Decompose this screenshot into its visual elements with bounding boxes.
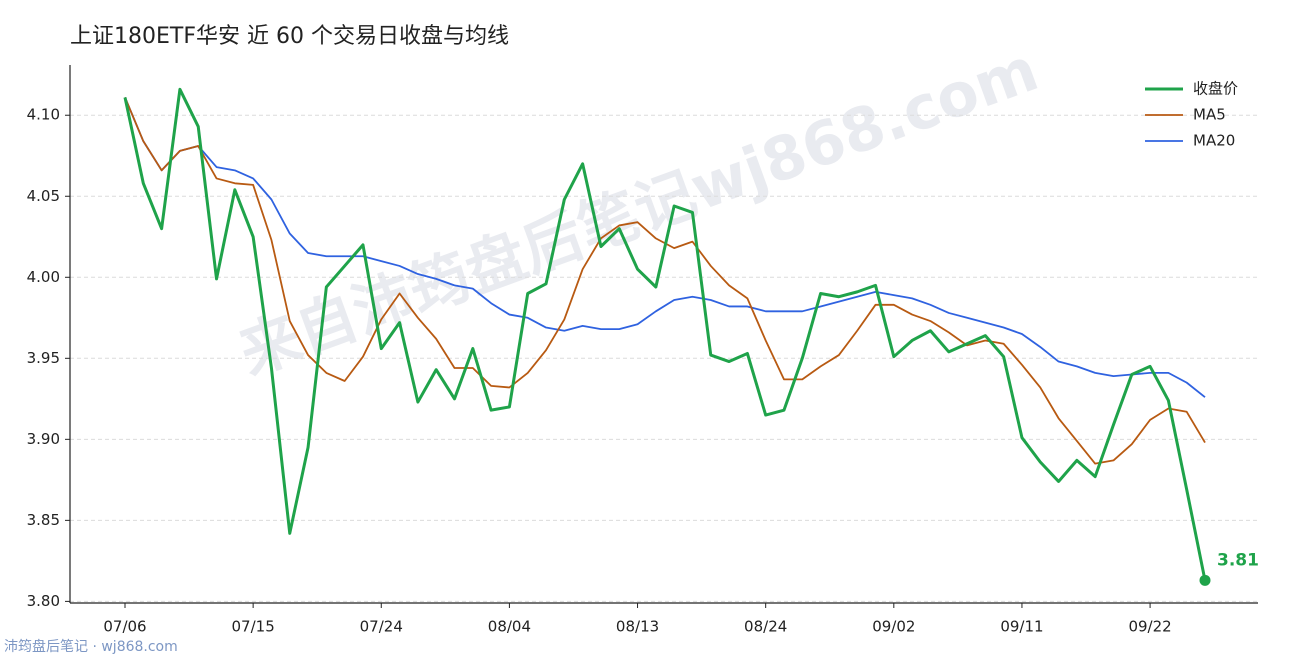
x-tick-label: 08/13 xyxy=(616,618,659,636)
y-tick-label: 3.80 xyxy=(27,592,60,610)
legend-label: 收盘价 xyxy=(1193,80,1238,98)
x-tick-label: 07/24 xyxy=(360,618,403,636)
end-point xyxy=(1199,574,1211,586)
y-tick-label: 3.95 xyxy=(27,349,60,367)
chart-title: 上证180ETF华安 近 60 个交易日收盘与均线 xyxy=(70,24,509,49)
y-tick-label: 3.90 xyxy=(27,430,60,448)
x-tick-label: 09/22 xyxy=(1128,618,1171,636)
line-series xyxy=(123,87,1207,581)
x-tick-label: 08/24 xyxy=(744,618,787,636)
x-tick-label: 09/11 xyxy=(1000,618,1043,636)
value-label: 3.81 xyxy=(1217,550,1259,570)
footer: 沛筠盘后笔记 · wj868.com xyxy=(4,638,178,655)
watermark: 来自沛筠盘后笔记wj868.com xyxy=(231,35,1047,389)
y-tick-label: 4.05 xyxy=(27,187,60,205)
y-tick-label: 4.00 xyxy=(27,268,60,286)
y-tick-label: 4.10 xyxy=(27,106,60,124)
line-series xyxy=(124,97,1206,398)
line-series xyxy=(124,97,1206,465)
x-tick-label: 08/04 xyxy=(488,618,531,636)
y-tick-label: 3.85 xyxy=(27,511,60,529)
x-tick-label: 07/15 xyxy=(232,618,275,636)
x-tick-label: 07/06 xyxy=(103,618,146,636)
legend-label: MA20 xyxy=(1193,132,1235,150)
x-tick-label: 09/02 xyxy=(872,618,915,636)
legend-label: MA5 xyxy=(1193,106,1226,124)
